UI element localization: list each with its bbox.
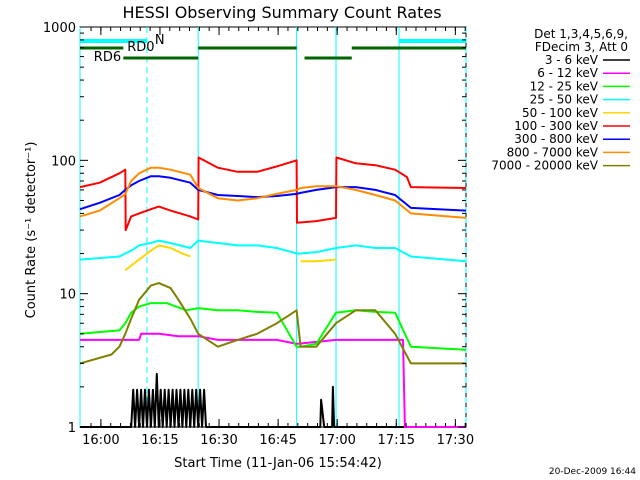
legend-item-label: 100 - 300 keV	[514, 119, 598, 133]
series-line-3	[79, 239, 467, 263]
x-tick-label: 16:00	[82, 433, 119, 448]
series-line-6	[79, 175, 467, 212]
series-line-4	[124, 244, 337, 271]
legend-item-label: 3 - 6 keV	[545, 53, 599, 67]
chart-title: HESSI Observing Summary Count Rates	[122, 3, 441, 22]
legend-item-label: 800 - 7000 keV	[507, 145, 599, 159]
legend-header-line: Det 1,3,4,5,6,9,	[534, 27, 628, 41]
series-line-8	[79, 282, 466, 365]
footer-date: 20-Dec-2009 16:44	[549, 467, 636, 477]
series-line-0	[80, 372, 466, 428]
legend-item-label: 7000 - 20000 keV	[491, 159, 598, 173]
legend-item-label: 50 - 100 keV	[522, 106, 599, 120]
legend-item-label: 6 - 12 keV	[537, 66, 599, 80]
x-tick-label: 16:45	[259, 433, 296, 448]
y-tick-label: 100	[51, 154, 76, 169]
rd0-label: RD0	[127, 40, 154, 55]
legend-header-line: FDecim 3, Att 0	[535, 40, 628, 54]
x-tick-label: 17:30	[437, 433, 474, 448]
legend-item-label: 300 - 800 keV	[514, 132, 598, 146]
legend-item-label: 12 - 25 keV	[530, 79, 599, 93]
x-tick-label: 17:00	[318, 433, 355, 448]
y-tick-label: 1	[68, 421, 76, 436]
series-line-1	[80, 332, 466, 428]
x-tick-label: 16:15	[141, 433, 178, 448]
x-axis-label: Start Time (11-Jan-06 15:54:42)	[174, 456, 382, 471]
y-tick-label: 10	[59, 288, 76, 303]
legend-item-label: 25 - 50 keV	[530, 93, 599, 107]
night-label: N	[155, 33, 165, 48]
y-tick-label: 1000	[43, 21, 76, 36]
series-line-5	[79, 156, 467, 232]
x-tick-label: 17:15	[378, 433, 415, 448]
rd6-label: RD6	[94, 50, 121, 65]
series-line-7	[79, 166, 467, 219]
x-tick-label: 16:30	[200, 433, 237, 448]
plot-frame	[79, 26, 467, 428]
y-axis-label: Count Rate (s⁻¹ detector⁻¹)	[24, 142, 39, 319]
